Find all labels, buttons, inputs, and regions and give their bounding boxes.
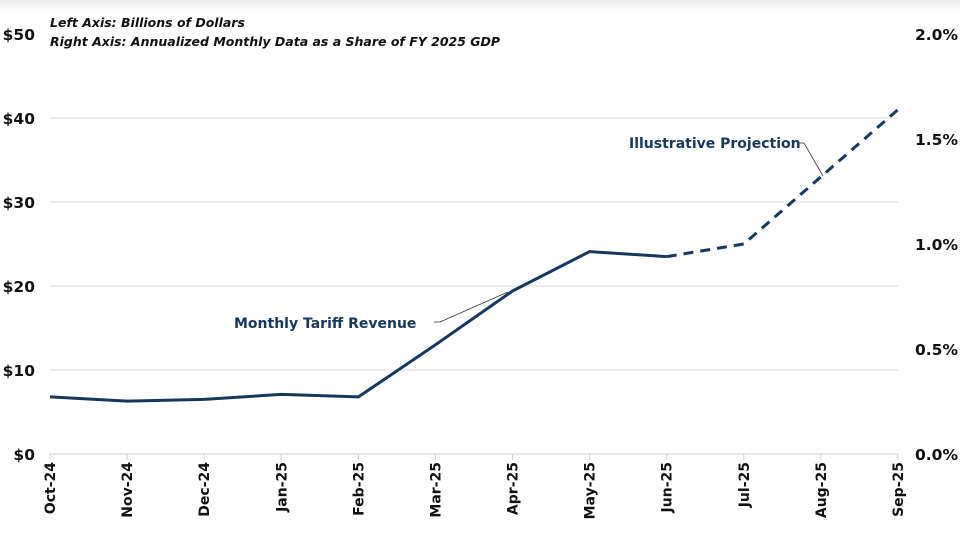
projection-line (666, 108, 899, 259)
right-tick-label: 0.5% (915, 341, 958, 359)
series-lines (49, 108, 899, 403)
x-tick-label: Jan-25 (274, 462, 290, 513)
annotation-leader-projection-2 (803, 142, 824, 177)
left-tick-label: $40 (3, 110, 36, 128)
annotation-leader-revenue-2 (439, 291, 509, 323)
left-axis-note: Left Axis: Billions of Dollars (50, 15, 245, 30)
right-tick-label: 2.0% (915, 26, 958, 44)
left-tick-label: $10 (3, 362, 36, 380)
x-tick-label: Mar-25 (428, 462, 444, 518)
x-tick-label: Aug-25 (814, 462, 830, 518)
right-axis-ticks: 0.0% 0.5% 1.0% 1.5% 2.0% (915, 26, 958, 464)
x-tick-label: Sep-25 (891, 462, 907, 517)
gridlines (50, 117, 898, 371)
x-axis-ticks: Oct-24 Nov-24 Dec-24 Jan-25 Feb-25 Mar-25 Apr-… (43, 454, 907, 519)
annotation-monthly-tariff-revenue: Monthly Tariff Revenue (234, 316, 416, 332)
right-tick-label: 1.5% (915, 131, 958, 149)
annotation-illustrative-projection: Illustrative Projection (629, 136, 801, 152)
left-tick-label: $0 (13, 446, 35, 464)
x-tick-label: Dec-24 (197, 462, 213, 517)
x-tick-label: Oct-24 (43, 462, 59, 514)
x-tick-label: Jun-25 (660, 462, 676, 513)
right-axis-note: Right Axis: Annualized Monthly Data as a… (50, 34, 500, 49)
x-tick-label: Jul-25 (737, 462, 753, 508)
x-tick-label: Apr-25 (506, 462, 522, 515)
x-tick-label: Nov-24 (120, 462, 136, 518)
left-tick-label: $50 (3, 26, 36, 44)
revenue-line (49, 250, 667, 403)
x-tick-label: Feb-25 (351, 462, 367, 516)
x-tick-label: May-25 (583, 462, 599, 519)
right-tick-label: 1.0% (915, 236, 958, 254)
top-bar (0, 0, 960, 12)
right-tick-label: 0.0% (915, 446, 958, 464)
left-tick-label: $30 (3, 194, 36, 212)
left-tick-label: $20 (3, 278, 36, 296)
left-axis-ticks: $0 $10 $20 $30 $40 $50 (3, 26, 36, 464)
